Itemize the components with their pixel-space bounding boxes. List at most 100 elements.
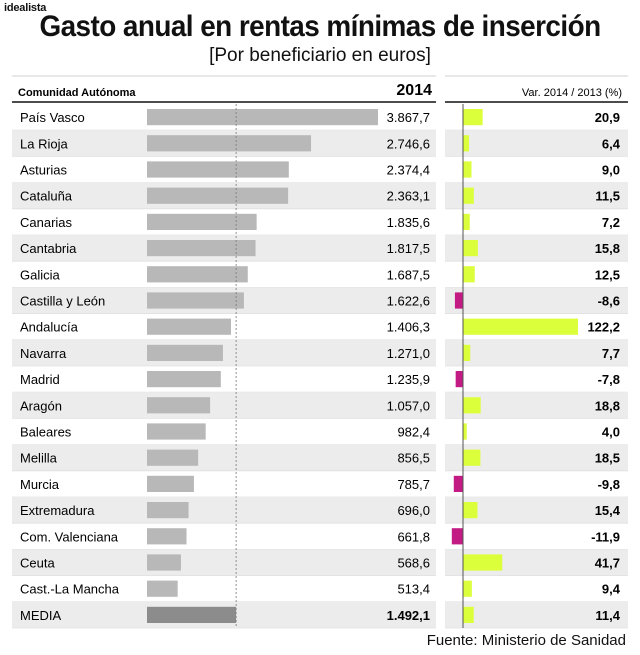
change-bar: [451, 528, 463, 545]
region-label: Cataluña: [20, 189, 73, 204]
change-bar: [463, 423, 467, 440]
value-label: 785,7: [397, 477, 430, 492]
region-label: Aragón: [20, 398, 62, 413]
value-label: 1.817,5: [387, 241, 430, 256]
value-bar: [147, 161, 289, 178]
value-bar: [147, 187, 289, 204]
row-stripe-left: [12, 339, 436, 366]
value-bar: [147, 580, 178, 597]
change-label: -7,8: [598, 372, 620, 387]
value-bar: [147, 475, 194, 492]
row-stripe-right: [445, 130, 628, 157]
value-bar: [147, 135, 312, 152]
value-label: 1.271,0: [387, 346, 430, 361]
change-bar: [463, 502, 478, 519]
row-stripe-left: [12, 549, 436, 576]
region-label: La Rioja: [20, 136, 68, 151]
row-stripe-right: [445, 601, 628, 628]
change-bar: [463, 109, 483, 126]
change-label: 41,7: [595, 556, 620, 571]
source-note: Fuente: Ministerio de Sanidad: [426, 632, 626, 649]
change-label: 11,4: [595, 608, 620, 623]
change-bar: [463, 135, 470, 152]
region-label: Galicia: [20, 267, 61, 282]
value-label: 661,8: [397, 529, 430, 544]
value-label: 2.363,1: [387, 189, 430, 204]
region-label: Madrid: [20, 372, 60, 387]
value-bar: [147, 266, 248, 283]
change-bar: [463, 187, 474, 204]
change-bar: [463, 240, 478, 257]
change-label: 9,0: [602, 163, 620, 178]
value-label: 982,4: [397, 425, 430, 440]
change-bar: [463, 554, 503, 571]
page-subtitle: [Por beneficiario en euros]: [209, 45, 431, 66]
value-label: 1.057,0: [387, 398, 430, 413]
row-stripe-left: [12, 392, 436, 419]
change-label: 15,8: [595, 241, 620, 256]
value-bar: [147, 109, 378, 126]
value-label: 696,0: [397, 503, 430, 518]
region-label: Ceuta: [20, 556, 55, 571]
value-label: 1.235,9: [387, 372, 430, 387]
change-label: -9,8: [598, 477, 620, 492]
value-label: 856,5: [397, 451, 430, 466]
value-label: 568,6: [397, 556, 430, 571]
change-bar: [463, 606, 474, 623]
region-label: Murcia: [20, 477, 60, 492]
change-label: 11,5: [595, 189, 620, 204]
value-bar: [147, 449, 199, 466]
change-label: 7,2: [602, 215, 620, 230]
value-label: 1.406,3: [387, 320, 430, 335]
change-bar: [463, 318, 578, 335]
change-bar: [453, 475, 463, 492]
change-bar: [463, 397, 481, 414]
region-label: Castilla y León: [20, 294, 105, 309]
region-label: Cast.-La Mancha: [20, 582, 120, 597]
change-label: 9,4: [602, 582, 621, 597]
region-label: Andalucía: [20, 320, 79, 335]
value-bar: [147, 344, 223, 361]
value-bar: [147, 423, 206, 440]
value-bar: [147, 554, 181, 571]
region-label: País Vasco: [20, 110, 85, 125]
region-label: Melilla: [20, 451, 58, 466]
value-label: 2.374,4: [387, 163, 430, 178]
value-label: 1.687,5: [387, 267, 430, 282]
value-bar: [147, 397, 211, 414]
header-change: Var. 2014 / 2013 (%): [522, 87, 622, 99]
change-label: 18,8: [595, 398, 620, 413]
value-bar: [147, 528, 187, 545]
value-bar: [147, 292, 244, 309]
value-bar: [147, 502, 189, 519]
region-label: MEDIA: [20, 608, 62, 623]
header-value: 2014: [396, 82, 432, 99]
change-bar: [463, 580, 472, 597]
region-label: Extremadura: [20, 503, 95, 518]
row-stripe-left: [12, 444, 436, 471]
region-label: Asturias: [20, 163, 67, 178]
change-bar: [455, 371, 463, 388]
row-stripe-left: [12, 497, 436, 524]
value-label: 2.746,6: [387, 136, 430, 151]
change-label: 15,4: [595, 503, 621, 518]
value-label: 1.622,6: [387, 294, 430, 309]
change-label: -8,6: [598, 294, 620, 309]
header-region: Comunidad Autónoma: [18, 87, 136, 99]
row-stripe-right: [445, 182, 628, 209]
value-label: 513,4: [397, 582, 430, 597]
change-label: 18,5: [595, 451, 620, 466]
change-bar: [463, 213, 470, 230]
region-label: Com. Valenciana: [20, 529, 119, 544]
value-bar: [147, 240, 256, 257]
region-label: Baleares: [20, 425, 72, 440]
value-label: 1.835,6: [387, 215, 430, 230]
brand-logo: idealista: [4, 2, 47, 14]
row-stripe-right: [445, 339, 628, 366]
change-bar: [463, 266, 475, 283]
value-bar: [147, 213, 257, 230]
change-label: 4,0: [602, 425, 620, 440]
value-bar: [147, 371, 221, 388]
change-bar: [463, 344, 471, 361]
value-bar: [147, 318, 231, 335]
